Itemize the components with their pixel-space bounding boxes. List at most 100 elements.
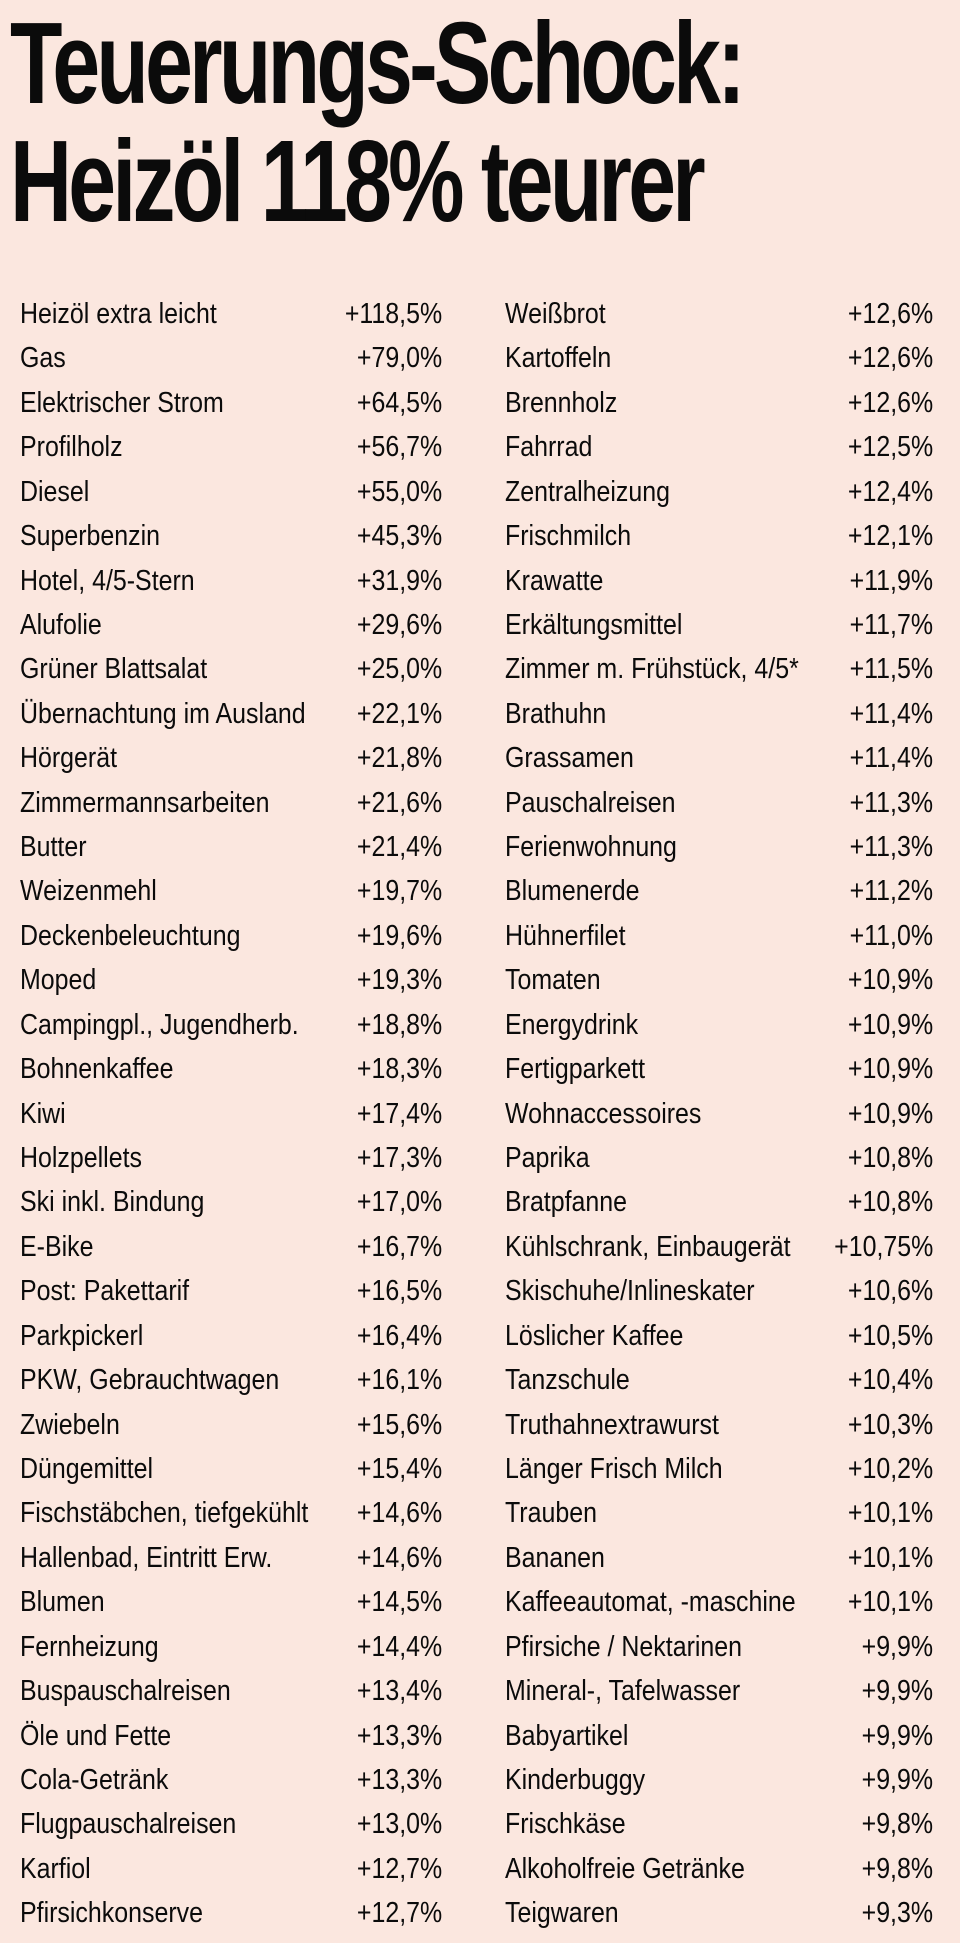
list-item: E-Bike +16,7% bbox=[20, 1225, 442, 1269]
item-value: +12,6% bbox=[847, 386, 933, 419]
list-item: Holzpellets +17,3% bbox=[20, 1136, 442, 1180]
item-value: +31,9% bbox=[356, 564, 442, 597]
list-item: Krawatte +11,9% bbox=[505, 559, 933, 603]
list-item: Weizenmehl +19,7% bbox=[20, 869, 442, 913]
item-label: Paprika bbox=[505, 1142, 590, 1175]
item-value: +19,3% bbox=[356, 964, 442, 997]
list-item: Butter +21,4% bbox=[20, 825, 442, 869]
list-item: Länger Frisch Milch +10,2% bbox=[505, 1447, 933, 1491]
list-item: Diesel +55,0% bbox=[20, 470, 442, 514]
item-label: Kaffeeautomat, -maschine bbox=[505, 1586, 796, 1619]
item-value: +12,7% bbox=[356, 1897, 442, 1930]
item-label: Ski inkl. Bindung bbox=[20, 1186, 205, 1219]
item-label: Fischstäbchen, tiefgekühlt bbox=[20, 1497, 309, 1530]
list-item: Übernachtung im Ausland +22,1% bbox=[20, 692, 442, 736]
list-item: Kinderbuggy +9,9% bbox=[505, 1758, 933, 1802]
item-value: +10,3% bbox=[847, 1408, 933, 1441]
item-label: E-Bike bbox=[20, 1230, 94, 1263]
list-item: Hühnerfilet +11,0% bbox=[505, 914, 933, 958]
item-label: Alufolie bbox=[20, 608, 102, 641]
item-value: +11,9% bbox=[849, 564, 933, 597]
item-value: +11,5% bbox=[849, 653, 933, 686]
list-item: Zwiebeln +15,6% bbox=[20, 1403, 442, 1447]
item-value: +10,9% bbox=[847, 1008, 933, 1041]
list-item: Kiwi +17,4% bbox=[20, 1092, 442, 1136]
item-label: Bananen bbox=[505, 1541, 605, 1574]
item-value: +17,0% bbox=[356, 1186, 442, 1219]
list-item: Tomaten +10,9% bbox=[505, 958, 933, 1002]
item-label: Skischuhe/Inlineskater bbox=[505, 1275, 755, 1308]
item-value: +10,4% bbox=[847, 1364, 933, 1397]
item-label: Kinderbuggy bbox=[505, 1763, 646, 1796]
item-value: +25,0% bbox=[356, 653, 442, 686]
list-item: Babyartikel +9,9% bbox=[505, 1714, 933, 1758]
item-value: +64,5% bbox=[356, 386, 442, 419]
list-item: Alufolie +29,6% bbox=[20, 603, 442, 647]
item-label: Heizöl extra leicht bbox=[20, 298, 217, 330]
item-value: +12,6% bbox=[847, 342, 933, 375]
list-item: Bohnenkaffee +18,3% bbox=[20, 1047, 442, 1091]
list-item: Cola-Getränk +13,3% bbox=[20, 1758, 442, 1802]
item-value: +10,8% bbox=[847, 1142, 933, 1175]
item-label: Babyartikel bbox=[505, 1719, 629, 1752]
list-item: Profilholz +56,7% bbox=[20, 425, 442, 469]
item-label: Ferienwohnung bbox=[505, 831, 677, 864]
item-value: +9,8% bbox=[861, 1808, 933, 1841]
item-label: Hörgerät bbox=[20, 742, 118, 775]
item-label: Profilholz bbox=[20, 431, 123, 464]
item-value: +11,3% bbox=[849, 831, 933, 864]
item-label: Grassamen bbox=[505, 742, 634, 775]
list-item: Flugpauschalreisen +13,0% bbox=[20, 1802, 442, 1846]
list-item: Zentralheizung +12,4% bbox=[505, 470, 933, 514]
item-label: Löslicher Kaffee bbox=[505, 1319, 684, 1352]
item-label: Alkoholfreie Getränke bbox=[505, 1852, 745, 1885]
list-item: Brathuhn +11,4% bbox=[505, 692, 933, 736]
list-item: Pfirsichkonserve +12,7% bbox=[20, 1891, 442, 1935]
item-value: +17,4% bbox=[356, 1097, 442, 1130]
list-item: Skischuhe/Inlineskater +10,6% bbox=[505, 1269, 933, 1313]
item-label: Elektrischer Strom bbox=[20, 386, 224, 419]
item-label: Länger Frisch Milch bbox=[505, 1452, 723, 1485]
item-label: Grüner Blattsalat bbox=[20, 653, 208, 686]
item-value: +16,4% bbox=[356, 1319, 442, 1352]
item-label: Gas bbox=[20, 342, 66, 375]
list-item: Hotel, 4/5-Stern +31,9% bbox=[20, 559, 442, 603]
item-label: Kühlschrank, Einbaugerät bbox=[505, 1230, 791, 1263]
item-value: +11,0% bbox=[849, 919, 933, 952]
item-label: Öle und Fette bbox=[20, 1719, 172, 1752]
list-item: Pfirsiche / Nektarinen +9,9% bbox=[505, 1625, 933, 1669]
list-item: Erkältungsmittel +11,7% bbox=[505, 603, 933, 647]
item-value: +12,4% bbox=[847, 475, 933, 508]
item-value: +13,3% bbox=[356, 1763, 442, 1796]
item-label: Blumen bbox=[20, 1586, 105, 1619]
item-label: Zimmermannsarbeiten bbox=[20, 786, 270, 819]
item-value: +12,1% bbox=[847, 520, 933, 553]
item-label: Brathuhn bbox=[505, 697, 607, 730]
list-item: Löslicher Kaffee +10,5% bbox=[505, 1314, 933, 1358]
item-value: +11,4% bbox=[849, 697, 933, 730]
item-label: Post: Pakettarif bbox=[20, 1275, 190, 1308]
item-label: Hallenbad, Eintritt Erw. bbox=[20, 1541, 273, 1574]
list-item: Düngemittel +15,4% bbox=[20, 1447, 442, 1491]
headline-line-2: Heizöl 118% teurer bbox=[10, 116, 706, 246]
item-label: Diesel bbox=[20, 475, 90, 508]
list-item: Hörgerät +21,8% bbox=[20, 736, 442, 780]
item-value: +45,3% bbox=[356, 520, 442, 553]
item-label: Übernachtung im Ausland bbox=[20, 697, 306, 730]
item-label: Frischmilch bbox=[505, 520, 632, 553]
list-item: Parkpickerl +16,4% bbox=[20, 1314, 442, 1358]
headline: Teuerungs-Schock: Heizöl 118% teurer bbox=[10, 4, 746, 246]
list-item: Blumen +14,5% bbox=[20, 1580, 442, 1624]
item-value: +11,3% bbox=[849, 786, 933, 819]
item-value: +12,6% bbox=[847, 298, 933, 330]
item-label: Fahrrad bbox=[505, 431, 593, 464]
item-value: +79,0% bbox=[356, 342, 442, 375]
list-item: Tanzschule +10,4% bbox=[505, 1358, 933, 1402]
list-item: Fertigparkett +10,9% bbox=[505, 1047, 933, 1091]
item-label: Fertigparkett bbox=[505, 1053, 646, 1086]
item-value: +11,4% bbox=[849, 742, 933, 775]
item-label: Pauschalreisen bbox=[505, 786, 676, 819]
list-item: Fischstäbchen, tiefgekühlt +14,6% bbox=[20, 1491, 442, 1535]
item-value: +18,3% bbox=[356, 1053, 442, 1086]
list-item: Paprika +10,8% bbox=[505, 1136, 933, 1180]
